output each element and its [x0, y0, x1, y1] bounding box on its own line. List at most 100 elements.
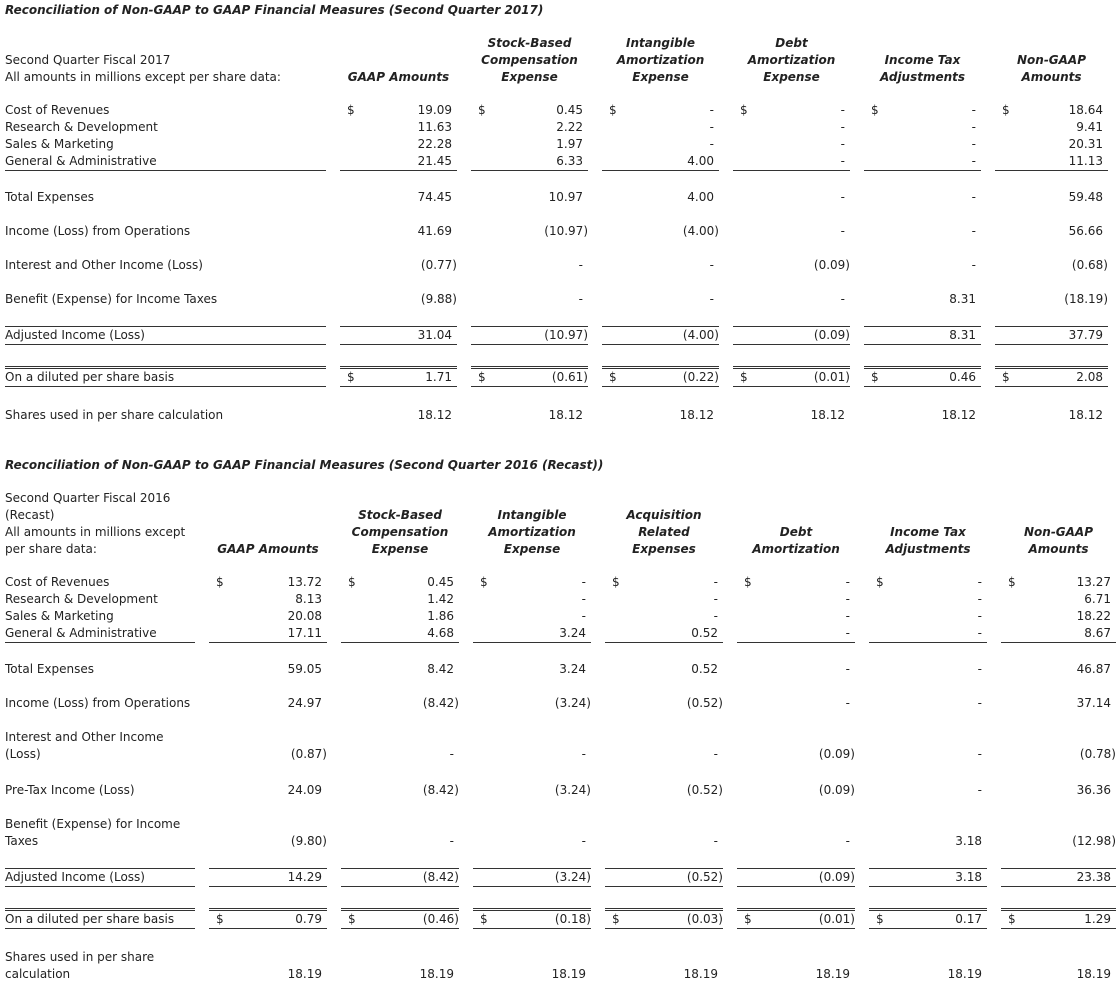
- currency-sign: $: [871, 103, 879, 117]
- value: (0.77): [420, 258, 457, 272]
- value: 4.00: [687, 154, 714, 168]
- value-cell: (0.78): [1001, 712, 1116, 763]
- value: (0.03): [686, 912, 723, 926]
- value-wrap: (0.09): [737, 868, 855, 887]
- table-row: Research & Development 8.13 1.42 - - - - 6.71: [5, 591, 1116, 608]
- column-header: Income Tax Adjustments: [879, 53, 966, 84]
- row-label: Cost of Revenues: [5, 575, 110, 589]
- value-cell: -: [473, 591, 591, 608]
- value-cell: 18.12: [471, 387, 588, 424]
- value: 2.08: [1076, 370, 1103, 384]
- value-cell: -: [473, 608, 591, 625]
- value: 18.64: [1068, 103, 1103, 117]
- value-cell: -: [869, 712, 987, 763]
- value: 3.24: [559, 662, 586, 676]
- value: -: [845, 696, 850, 710]
- value-wrap: 0.52: [605, 625, 723, 643]
- value-cell: (8.42): [341, 850, 459, 887]
- value-cell: 41.69: [340, 206, 457, 240]
- value: 11.63: [417, 120, 452, 134]
- row-label-cell: Research & Development: [5, 119, 326, 136]
- value-cell: 46.87: [1001, 643, 1116, 678]
- row-label-cell: Pre-Tax Income (Loss): [5, 763, 195, 799]
- value-cell: -: [733, 206, 850, 240]
- value-wrap: $ -: [733, 102, 850, 119]
- value: 18.12: [548, 408, 583, 422]
- value: 10.97: [548, 190, 583, 204]
- value-wrap: -: [602, 119, 719, 136]
- value: 6.71: [1084, 592, 1111, 606]
- value-cell: $13.27: [1001, 558, 1116, 591]
- value: (3.24): [554, 870, 591, 884]
- value-wrap: -: [869, 608, 987, 625]
- value-wrap: -: [737, 661, 855, 678]
- value: 22.28: [417, 137, 452, 151]
- row-label-cell: Benefit (Expense) for Income Taxes: [5, 274, 326, 308]
- value-cell: (10.97): [471, 308, 588, 345]
- value-cell: $ -: [473, 558, 591, 591]
- currency-sign: $: [609, 370, 617, 384]
- currency-sign: $: [1002, 103, 1010, 117]
- row-label: Interest and Other Income (Loss): [5, 258, 203, 272]
- value-wrap: $ -: [605, 574, 723, 591]
- value-cell: $ -: [864, 86, 981, 119]
- value: -: [449, 834, 454, 848]
- value-wrap: 10.97: [471, 189, 588, 206]
- value: (0.09): [813, 328, 850, 342]
- value: 8.42: [427, 662, 454, 676]
- value-wrap: 8.31: [864, 326, 981, 345]
- value: -: [977, 783, 982, 797]
- header-label: Second Quarter Fiscal 2016 (Recast) All a…: [5, 490, 195, 558]
- value: -: [840, 103, 845, 117]
- header-label-line: Second Quarter Fiscal 2017: [5, 53, 171, 67]
- value-wrap: (9.88): [340, 291, 457, 308]
- value-cell: -: [864, 153, 981, 171]
- value-wrap: 8.13: [209, 591, 327, 608]
- currency-sign: $: [744, 575, 752, 589]
- value-cell: 0.52: [605, 625, 723, 643]
- value-wrap: -: [864, 257, 981, 274]
- value-cell: -: [737, 591, 855, 608]
- row-label-cell: Total Expenses: [5, 643, 195, 678]
- value: 14.29: [287, 870, 322, 884]
- value-wrap: -: [341, 833, 459, 850]
- row-label: Research & Development: [5, 592, 158, 606]
- value-cell: (0.09): [733, 240, 850, 274]
- table-title: Reconciliation of Non-GAAP to GAAP Finan…: [5, 3, 544, 17]
- value: (0.09): [818, 783, 855, 797]
- value-wrap: -: [733, 223, 850, 240]
- column-header: Debt Amortization Expense: [747, 36, 836, 84]
- value-wrap: 1.86: [341, 608, 459, 625]
- value-cell: -: [602, 119, 719, 136]
- value: -: [709, 120, 714, 134]
- value-wrap: (9.80): [209, 833, 327, 850]
- value: 24.97: [287, 696, 322, 710]
- value-cell: 8.31: [864, 308, 981, 345]
- value-wrap: $ -: [737, 574, 855, 591]
- value-cell: -: [864, 171, 981, 206]
- value: 24.09: [287, 783, 322, 797]
- value-wrap: $1.29: [1001, 908, 1116, 929]
- value-wrap: -: [869, 625, 987, 643]
- value-wrap: -: [869, 746, 987, 763]
- value-wrap: 1.97: [471, 136, 588, 153]
- value-cell: 2.22: [471, 119, 588, 136]
- row-label-cell: Cost of Revenues: [5, 558, 195, 591]
- value-wrap: $ (0.18): [473, 908, 591, 929]
- value-wrap: (3.24): [473, 695, 591, 712]
- value-cell: (0.52): [605, 763, 723, 799]
- value: -: [971, 154, 976, 168]
- value: 20.08: [287, 609, 322, 623]
- value-wrap: 9.41: [995, 119, 1108, 136]
- value: -: [977, 592, 982, 606]
- value-cell: -: [733, 136, 850, 153]
- currency-sign: $: [347, 370, 355, 384]
- value-wrap: $ (0.01): [733, 366, 850, 387]
- currency-sign: $: [871, 370, 879, 384]
- value-wrap: 3.18: [869, 833, 987, 850]
- value: 4.00: [687, 190, 714, 204]
- value: -: [840, 224, 845, 238]
- value: -: [713, 575, 718, 589]
- currency-sign: $: [1008, 912, 1016, 926]
